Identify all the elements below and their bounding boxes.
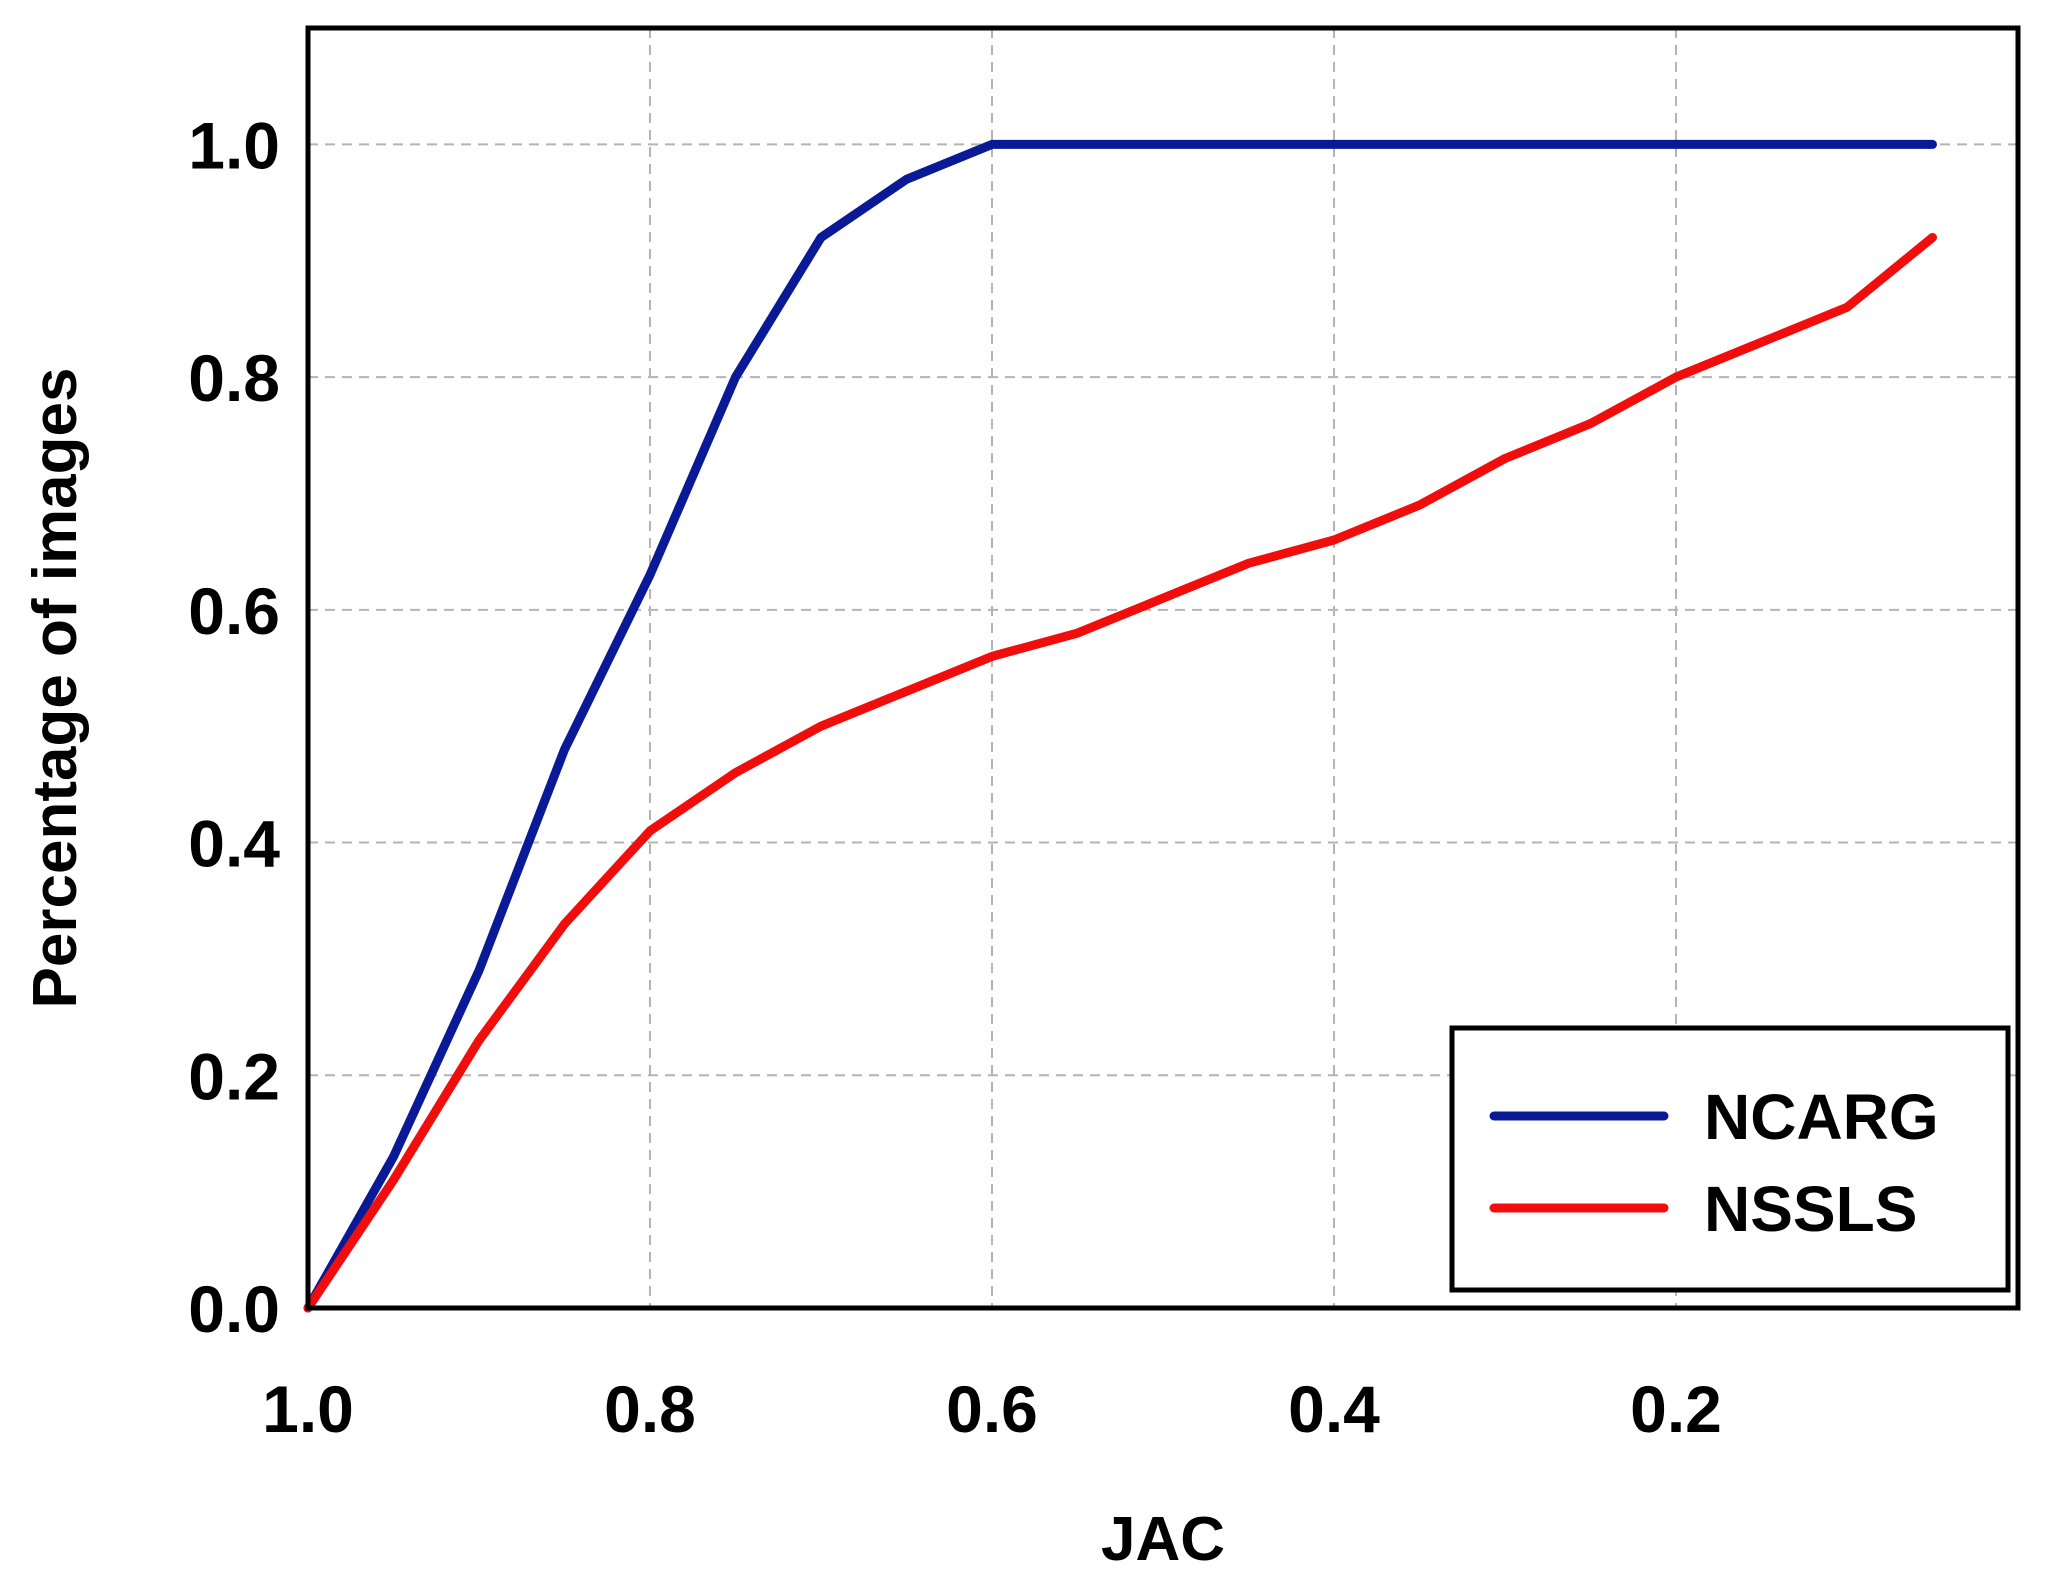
- plot-frame: [305, 25, 2021, 1311]
- legend-box: [1449, 1025, 2011, 1293]
- y-axis-ticks: 0.0 0.2 0.4 0.6 0.8 1.0: [188, 108, 280, 1346]
- series-line-ncarg: [303, 139, 1937, 1313]
- y-tick-label: 0.0: [188, 1272, 280, 1346]
- x-tick-label: 0.4: [1288, 1372, 1380, 1446]
- x-tick-label: 1.0: [262, 1372, 354, 1446]
- y-tick-label: 0.6: [188, 574, 280, 648]
- series-line-nssls: [303, 233, 1937, 1313]
- x-axis-title: JAC: [1101, 1505, 1225, 1574]
- x-tick-label: 0.2: [1630, 1372, 1722, 1446]
- legend: NCARG NSSLS: [1449, 1025, 2011, 1293]
- legend-label-nssls: NSSLS: [1704, 1173, 1917, 1245]
- y-tick-label: 0.4: [188, 807, 280, 881]
- legend-label-ncarg: NCARG: [1704, 1081, 1939, 1153]
- y-tick-label: 1.0: [188, 108, 280, 182]
- y-tick-label: 0.8: [188, 341, 280, 415]
- x-axis-ticks: 1.0 0.8 0.6 0.4 0.2: [262, 1372, 1722, 1446]
- x-tick-label: 0.6: [946, 1372, 1038, 1446]
- y-tick-label: 0.2: [188, 1039, 280, 1113]
- x-tick-label: 0.8: [604, 1372, 696, 1446]
- y-axis-title: Percentage of images: [21, 368, 90, 1009]
- series-lines: [303, 139, 1937, 1313]
